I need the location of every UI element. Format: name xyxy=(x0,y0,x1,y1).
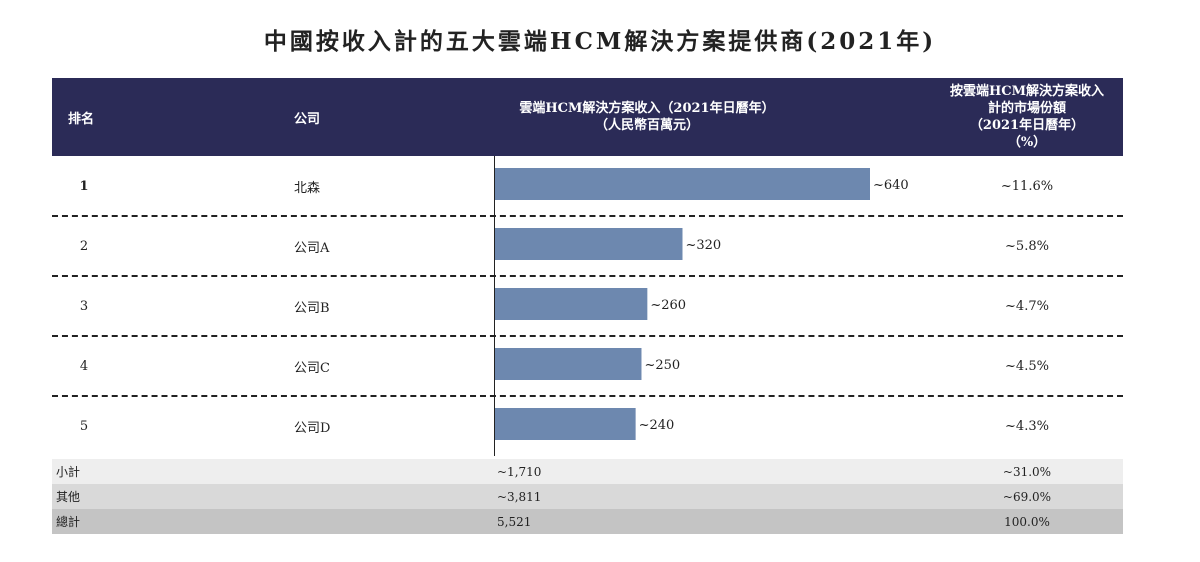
revenue-bar xyxy=(495,168,870,200)
header-share-line4: （%） xyxy=(1007,135,1047,150)
row-rank: 3 xyxy=(79,298,89,314)
revenue-bar xyxy=(495,228,683,260)
header-share: 按雲端HCM解決方案收入 計的市場份額 （2021年日曆年） （%） xyxy=(912,78,1142,156)
row-divider xyxy=(52,395,1123,397)
row-share: ~11.6% xyxy=(1000,178,1054,194)
summary-label: 總計 xyxy=(56,515,81,529)
revenue-bar-label: ~250 xyxy=(644,358,680,373)
row-company: 公司D xyxy=(294,420,331,436)
header-revenue-line1: 雲端HCM解決方案收入（2021年日曆年） xyxy=(519,101,775,116)
bar-axis-line xyxy=(494,156,495,456)
revenue-bar xyxy=(495,348,642,380)
row-company: 公司B xyxy=(294,300,330,316)
revenue-bar-chart: ~640 ~320 ~260 ~250 ~240 xyxy=(495,168,909,440)
summary-row-total: 總計 5,521 100.0% xyxy=(52,509,1123,534)
table-row: 4 公司C ~4.5% xyxy=(52,336,1123,396)
row-company: 公司C xyxy=(294,360,330,376)
summary-row-others: 其他 ~3,811 ~69.0% xyxy=(52,484,1123,509)
summary-share: ~69.0% xyxy=(1002,489,1052,504)
row-company: 公司A xyxy=(294,240,330,256)
summary-revenue: ~1,710 xyxy=(497,464,542,479)
revenue-bar-label: ~320 xyxy=(686,238,722,253)
page-title: 中國按收入計的五大雲端HCM解決方案提供商(2021年) xyxy=(263,28,937,55)
summary-label: 其他 xyxy=(56,490,81,504)
header-company: 公司 xyxy=(294,111,321,127)
ranking-table: 排名 公司 雲端HCM解決方案收入（2021年日曆年） （人民幣百萬元） 按雲端… xyxy=(52,78,1123,534)
header-share-line2: 計的市場份額 xyxy=(987,101,1066,116)
summary-label: 小計 xyxy=(56,465,81,479)
header-revenue: 雲端HCM解決方案收入（2021年日曆年） （人民幣百萬元） xyxy=(482,78,812,156)
table-header: 排名 公司 雲端HCM解決方案收入（2021年日曆年） （人民幣百萬元） 按雲端… xyxy=(52,78,1123,156)
summary-revenue: 5,521 xyxy=(497,514,532,529)
row-rank: 1 xyxy=(79,178,89,194)
header-share-line3: （2021年日曆年） xyxy=(969,118,1085,133)
row-share: ~5.8% xyxy=(1005,238,1049,254)
row-divider xyxy=(52,335,1123,337)
row-rank: 2 xyxy=(79,238,89,254)
table-row: 2 公司A ~5.8% xyxy=(52,216,1123,276)
revenue-bar-label: ~260 xyxy=(650,298,686,313)
row-divider xyxy=(52,275,1123,277)
header-rank: 排名 xyxy=(68,111,95,127)
row-company: 北森 xyxy=(294,180,321,196)
summary-row-subtotal: 小計 ~1,710 ~31.0% xyxy=(52,459,1123,484)
row-share: ~4.3% xyxy=(1005,418,1049,434)
summary-share: ~31.0% xyxy=(1002,464,1052,479)
row-divider xyxy=(52,215,1123,217)
revenue-bar-label: ~240 xyxy=(639,418,675,433)
revenue-bar-label: ~640 xyxy=(873,178,909,193)
summary-share: 100.0% xyxy=(1004,514,1050,529)
row-share: ~4.5% xyxy=(1005,358,1049,374)
row-rank: 5 xyxy=(79,418,89,434)
row-share: ~4.7% xyxy=(1005,298,1049,314)
table-row: 1 北森 ~11.6% xyxy=(52,156,1123,216)
table-row: 5 公司D ~4.3% xyxy=(52,396,1123,456)
revenue-bar xyxy=(495,288,648,320)
table-row: 3 公司B ~4.7% xyxy=(52,276,1123,336)
revenue-bar xyxy=(495,408,636,440)
summary-revenue: ~3,811 xyxy=(497,489,542,504)
row-rank: 4 xyxy=(79,358,89,374)
header-revenue-line2: （人民幣百萬元） xyxy=(594,118,699,133)
header-share-line1: 按雲端HCM解決方案收入 xyxy=(949,84,1105,99)
